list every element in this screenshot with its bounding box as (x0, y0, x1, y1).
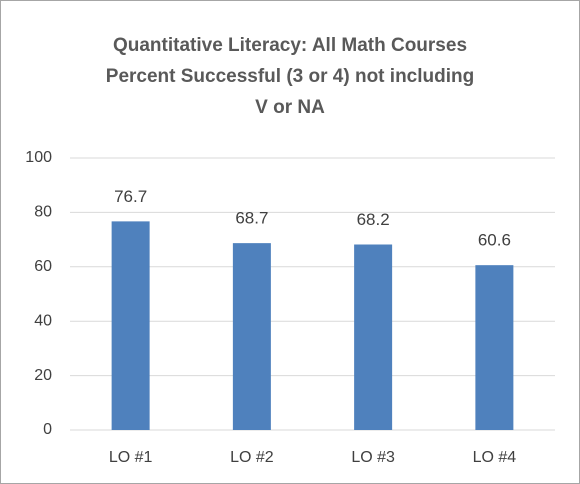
bar (354, 244, 393, 430)
y-tick-label: 20 (34, 367, 52, 384)
x-tick-label: LO #2 (230, 449, 274, 466)
y-tick-label: 60 (34, 258, 52, 275)
data-label: 60.6 (478, 231, 511, 250)
chart-title: Percent Successful (3 or 4) not includin… (106, 66, 474, 87)
x-tick-label: LO #1 (109, 449, 153, 466)
bar (232, 243, 271, 430)
y-tick-label: 100 (25, 149, 52, 166)
data-label: 68.7 (235, 209, 268, 228)
x-tick-label: LO #3 (351, 449, 395, 466)
data-label: 68.2 (357, 210, 390, 229)
y-tick-label: 80 (34, 204, 52, 221)
bar (111, 221, 150, 430)
y-tick-label: 40 (34, 312, 52, 329)
chart-title: Quantitative Literacy: All Math Courses (113, 35, 467, 56)
x-tick-label: LO #4 (473, 449, 517, 466)
data-label: 76.7 (114, 187, 147, 206)
bar (475, 265, 514, 430)
y-tick-label: 0 (43, 421, 52, 438)
chart-title: V or NA (255, 97, 325, 118)
